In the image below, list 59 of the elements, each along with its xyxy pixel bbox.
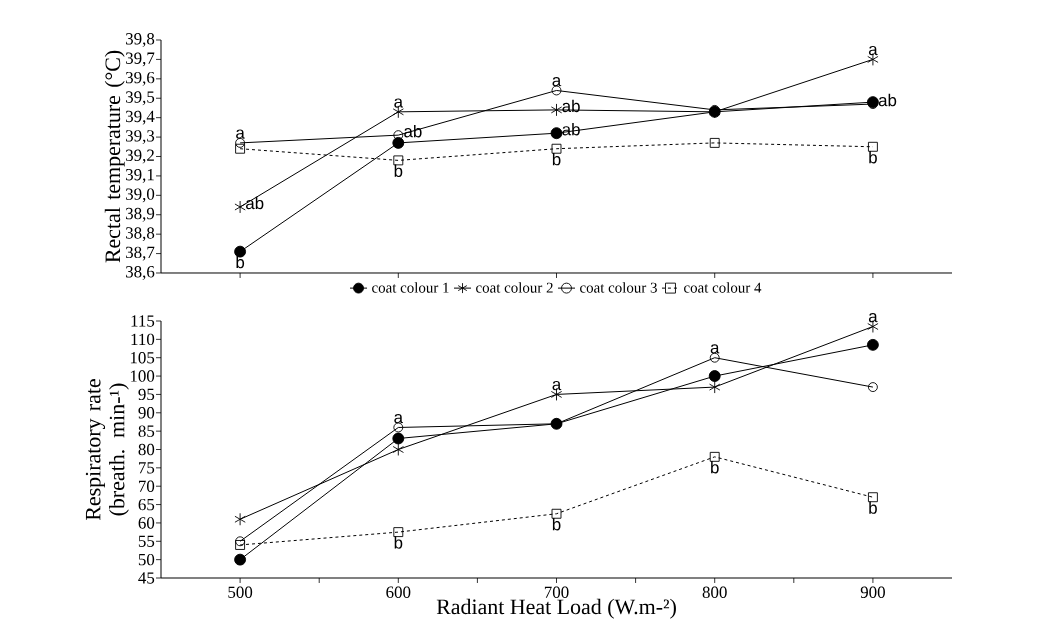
legend-label: coat colour 2 (476, 282, 553, 293)
y-tick-label: 90 (138, 407, 155, 419)
y-tick-label: 39,1 (126, 169, 154, 183)
legend-label: coat colour 3 (580, 282, 657, 293)
y-tick-label: 70 (139, 480, 155, 492)
y-tick-label: 110 (131, 333, 155, 346)
x-axis-title: Radiant Heat Load (W.m-²) (436, 598, 676, 619)
annotation: a (710, 344, 720, 354)
annotation: b (236, 255, 245, 269)
y-tick-label: 115 (131, 315, 155, 327)
y-tick-label: 38,8 (126, 227, 155, 242)
x-tick-label: 700 (544, 586, 569, 598)
y-tick-label: 39,7 (126, 52, 155, 67)
annotation: a (868, 313, 878, 323)
y-tick-label: 50 (138, 553, 155, 566)
annotation: b (394, 164, 403, 178)
annotation: b (552, 152, 561, 166)
y-axis-title: Rectal temperature (°C) (104, 50, 125, 263)
y-tick-label: 39,8 (126, 33, 155, 47)
annotation: b (869, 150, 877, 164)
y-tick-label: 45 (138, 572, 155, 584)
x-tick-label: 900 (860, 586, 885, 598)
x-tick-label: 600 (386, 586, 411, 598)
annotation: b (869, 501, 877, 514)
annotation: b (552, 517, 561, 531)
annotation: b (394, 536, 403, 549)
annotation: ab (878, 93, 897, 107)
annotation: a (236, 129, 245, 139)
y-tick-label: 39,0 (126, 188, 155, 203)
y-tick-label: 38,6 (126, 266, 155, 280)
y-tick-label: 95 (138, 388, 155, 401)
y-tick-label: 85 (138, 425, 155, 437)
y-tick-label: 80 (138, 443, 155, 456)
annotation: ab (562, 99, 580, 113)
y-tick-label: 100 (130, 370, 155, 382)
annotation: ab (246, 196, 264, 210)
annotation: a (394, 414, 404, 424)
y-tick-label: 39,4 (126, 110, 155, 125)
y-tick-label: 38,7 (126, 246, 155, 261)
annotation: a (552, 380, 562, 391)
y-tick-label: 65 (138, 498, 155, 511)
y-tick-label: 55 (138, 535, 155, 547)
y-tick-label: 39,2 (126, 149, 154, 164)
y-tick-label: 75 (139, 462, 155, 474)
annotation: b (711, 461, 719, 474)
y-axis-title: Respiratory rate (breath. min-¹) (85, 379, 129, 521)
legend-label: coat colour 1 (372, 282, 449, 293)
legend-label: coat colour 4 (684, 282, 762, 293)
y-tick-label: 60 (138, 517, 155, 529)
y-tick-label: 38,9 (126, 207, 155, 222)
y-tick-label: 39,6 (126, 71, 155, 86)
annotation: a (552, 77, 562, 87)
y-tick-label: 105 (130, 352, 155, 364)
annotation: a (868, 45, 878, 56)
x-tick-label: 800 (702, 586, 727, 598)
annotation: a (394, 98, 404, 108)
x-tick-label: 500 (228, 586, 253, 598)
y-tick-label: 39,3 (126, 130, 155, 144)
y-tick-label: 39,5 (126, 91, 155, 106)
